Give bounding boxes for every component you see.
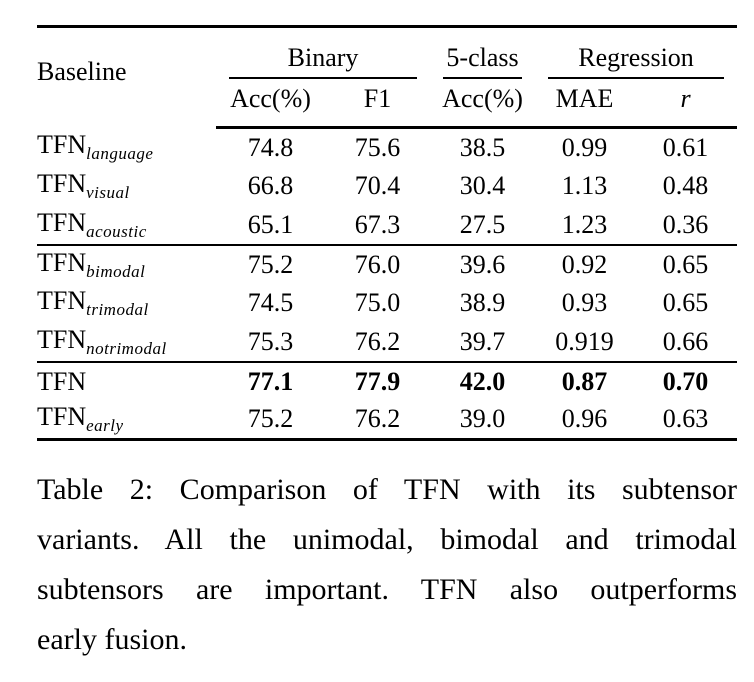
table-cell: 0.65 (662, 288, 709, 317)
results-table-wrap: Baseline Binary 5-class (37, 25, 738, 441)
row-label-base: TFN (37, 324, 87, 354)
table-cell: 0.61 (662, 132, 709, 162)
table-cell: 1.13 (561, 171, 608, 200)
table-cell: 39.0 (459, 404, 506, 434)
row-label-subscript: notrimodal (86, 338, 167, 358)
row-label-base: TFN (37, 169, 87, 198)
table-cell: 75.0 (354, 288, 401, 317)
column-header-f1: F1 (325, 78, 431, 129)
table-cell: 0.65 (634, 243, 738, 284)
table-cell: 42.0 (430, 360, 536, 401)
row-label: TFNacoustic (37, 206, 216, 245)
table-cell: 30.4 (459, 171, 506, 200)
table-cell: 76.2 (354, 326, 401, 356)
results-table-body: TFNlanguage 74.8 75.6 38.5 0.99 0.61 TFNvisual… (37, 128, 738, 440)
column-group-regression: Regression (535, 27, 737, 79)
table-cell: 75.3 (247, 326, 294, 356)
row-label-subscript: language (86, 144, 154, 163)
column-group-binary: Binary (216, 27, 430, 79)
cmidrule-5class (443, 76, 523, 79)
column-header-acc-binary: Acc(%) (216, 78, 325, 129)
table-header: Baseline Binary 5-class (37, 27, 738, 129)
table-cell: 27.5 (459, 209, 506, 239)
row-label-subscript: early (86, 416, 124, 436)
row-label: TFNlanguage (37, 128, 216, 167)
row-label-base: TFN (37, 247, 87, 277)
table-cell: 75.6 (354, 132, 401, 162)
row-label: TFNnotrimodal (37, 323, 216, 362)
row-label: TFNtrimodal (37, 284, 216, 323)
table-cell: 76.2 (354, 404, 401, 434)
table-row: TFNearly 75.2 76.2 39.0 0.96 0.63 (37, 401, 737, 440)
table-row: TFNbimodal 75.2 76.0 39.6 0.92 0.65 (37, 243, 738, 284)
table-cell: 1.23 (561, 209, 608, 239)
column-group-5class: 5-class (430, 27, 535, 79)
caption-line-1: Table 2: Comparison of TFN with its subt… (37, 473, 737, 506)
table-cell: 66.8 (247, 171, 294, 200)
table-row: TFN 77.1 77.9 42.0 0.87 0.70 (37, 360, 738, 401)
table-cell: 77.9 (325, 360, 431, 401)
row-label-base: TFN (37, 402, 87, 432)
row-label: TFNbimodal (37, 243, 216, 284)
table-cell: 67.3 (354, 209, 401, 239)
row-label-subscript: acoustic (86, 221, 147, 241)
table-row: TFNvisual 66.8 70.4 30.4 1.13 0.48 (37, 167, 737, 206)
row-label-base: TFN (37, 130, 87, 159)
table-row: TFNnotrimodal 75.3 76.2 39.7 0.919 0.66 (37, 323, 737, 362)
table-cell: 74.8 (247, 132, 294, 162)
column-header-acc-5class: Acc(%) (430, 78, 536, 129)
table-row: TFNlanguage 74.8 75.6 38.5 0.99 0.61 (37, 128, 737, 167)
row-label-base: TFN (37, 366, 87, 396)
table-caption: Table 2: Comparison of TFN with its subt… (37, 465, 737, 665)
table-cell: 0.96 (561, 404, 608, 434)
column-group-regression-label: Regression (578, 42, 694, 72)
cmidrule-binary (229, 76, 418, 79)
table-row: TFNtrimodal 74.5 75.0 38.9 0.93 0.65 (37, 284, 737, 323)
table-cell: 0.70 (634, 360, 738, 401)
table-cell: 70.4 (354, 171, 401, 200)
table-cell: 0.87 (535, 360, 635, 401)
table-cell: 38.9 (459, 288, 506, 317)
row-label: TFNvisual (37, 167, 216, 206)
column-header-r: r (634, 78, 738, 129)
row-label-base: TFN (37, 286, 87, 315)
row-label-subscript: trimodal (86, 300, 149, 319)
table-cell: 0.93 (561, 288, 608, 317)
table-cell: 39.6 (430, 243, 536, 284)
table-cell: 0.36 (662, 209, 709, 239)
header-group-row: Baseline Binary 5-class (37, 27, 737, 84)
table-cell: 38.5 (459, 132, 506, 162)
table-cell: 0.66 (662, 326, 709, 356)
caption-line-4: early fusion. (37, 623, 187, 656)
table-cell: 39.7 (459, 326, 506, 356)
row-label: TFN (37, 360, 216, 401)
column-header-mae: MAE (535, 78, 635, 129)
table-cell: 0.63 (662, 404, 709, 434)
row-label-base: TFN (37, 207, 87, 237)
table-cell: 65.1 (247, 209, 294, 239)
header-sub-row: Acc(%) F1 Acc(%) MAE r (37, 78, 738, 129)
table-cell: 0.92 (535, 243, 635, 284)
table-cell: 75.2 (216, 243, 325, 284)
caption-line-2: variants. All the unimodal, bimodal and … (37, 523, 737, 556)
column-group-5class-label: 5-class (446, 42, 519, 72)
table-cell: 0.48 (662, 171, 709, 200)
caption-line-3: subtensors are important. TFN also outpe… (37, 573, 737, 606)
table-cell: 74.5 (247, 288, 294, 317)
cmidrule-regression (548, 76, 725, 79)
table-cell: 76.0 (325, 243, 431, 284)
row-label-subscript: bimodal (86, 261, 146, 281)
table-cell: 75.2 (247, 404, 294, 434)
column-group-binary-label: Binary (287, 42, 359, 72)
table-cell: 0.919 (555, 326, 614, 356)
table-row: TFNacoustic 65.1 67.3 27.5 1.23 0.36 (37, 206, 737, 245)
table-cell: 77.1 (216, 360, 325, 401)
row-label: TFNearly (37, 401, 216, 440)
table-cell: 0.99 (561, 132, 608, 162)
column-header-baseline: Baseline (37, 56, 127, 86)
results-table: Baseline Binary 5-class (37, 25, 738, 441)
row-label-subscript: visual (86, 183, 130, 202)
